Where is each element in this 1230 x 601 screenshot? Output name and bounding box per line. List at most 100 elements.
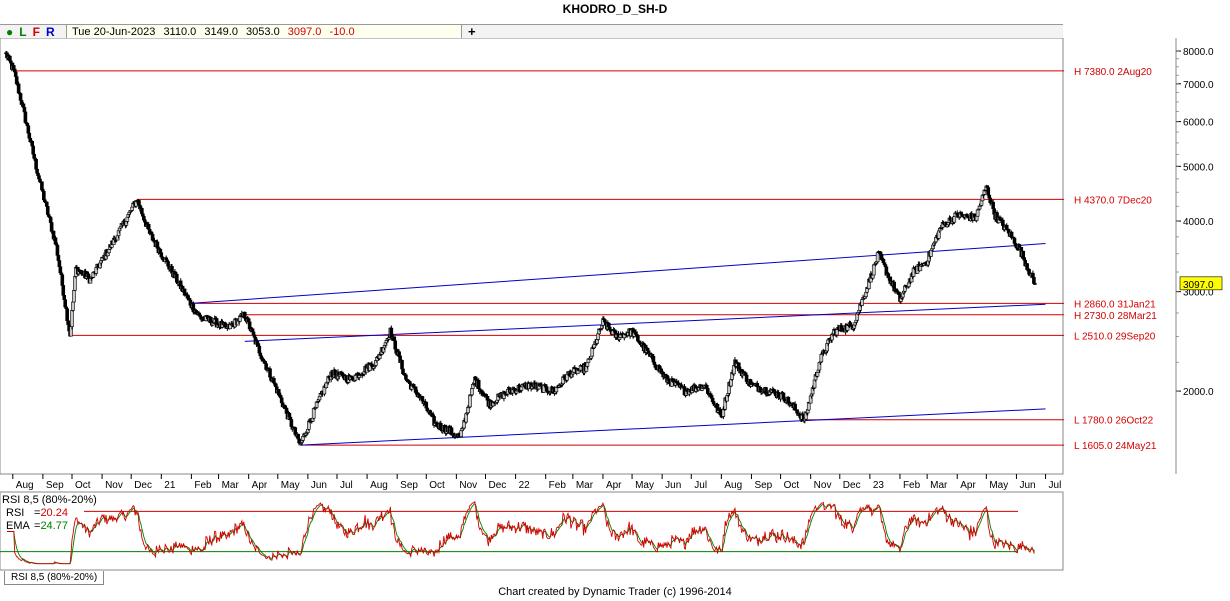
ema-value-row: EMA =24.77 bbox=[2, 520, 97, 533]
candle bbox=[468, 394, 472, 408]
time-tick-label: Dec bbox=[134, 480, 152, 491]
candle bbox=[860, 299, 864, 306]
horizontal-line-label: L 1780.0 26Oct22 bbox=[1074, 416, 1154, 427]
candle bbox=[58, 266, 63, 274]
bar-info-box: Tue 20-Jun-2023 3110.0 3149.0 3053.0 309… bbox=[66, 25, 462, 39]
time-tick-label: Dec bbox=[843, 480, 861, 491]
rsi-line bbox=[7, 500, 1035, 565]
chart-flags: ● L F R bbox=[6, 25, 61, 39]
candle bbox=[53, 237, 58, 245]
candle bbox=[485, 396, 490, 401]
candle bbox=[16, 83, 21, 94]
tab-rsi[interactable]: RSI 8,5 (80%-20%) bbox=[4, 571, 105, 585]
bar-close: 3097.0 bbox=[287, 26, 322, 38]
candle bbox=[8, 55, 12, 62]
time-tick-label: Jun bbox=[1019, 480, 1035, 491]
candles-layer bbox=[4, 50, 1037, 446]
time-tick-label: Apr bbox=[252, 480, 268, 491]
time-tick-label: Nov bbox=[459, 480, 477, 491]
candle bbox=[60, 274, 65, 286]
live-dot-icon: ● bbox=[6, 25, 14, 39]
candle bbox=[146, 224, 151, 230]
time-tick-label: Nov bbox=[105, 480, 123, 491]
rsi-title: RSI 8,5 (80%-20%) bbox=[2, 494, 97, 506]
candle bbox=[470, 388, 474, 396]
time-tick-label: Mar bbox=[222, 480, 240, 491]
time-tick-label: Oct bbox=[784, 480, 800, 491]
rsi-legend: RSI 8,5 (80%-20%) RSI =20.24 EMA =24.77 bbox=[2, 494, 97, 533]
candle bbox=[71, 301, 75, 311]
rsi-current-value: 20.24 bbox=[40, 507, 68, 519]
candle bbox=[459, 430, 464, 437]
time-tick-label: Jun bbox=[311, 480, 327, 491]
candle bbox=[43, 199, 47, 203]
candle bbox=[651, 356, 656, 363]
candle bbox=[40, 181, 44, 191]
time-tick-label: Sep bbox=[400, 480, 418, 491]
candle bbox=[974, 215, 979, 221]
price-pane-frame bbox=[0, 38, 1064, 475]
last-price-label: 3097.0 bbox=[1183, 280, 1214, 291]
candle bbox=[324, 382, 329, 388]
candle bbox=[871, 264, 876, 276]
time-tick-label: Dec bbox=[488, 480, 506, 491]
candle bbox=[424, 401, 429, 409]
flag-r-button[interactable]: R bbox=[45, 25, 55, 39]
candle bbox=[62, 294, 67, 300]
time-tick-label: Aug bbox=[724, 480, 742, 491]
candle bbox=[1025, 263, 1029, 270]
time-tick-label: Sep bbox=[754, 480, 772, 491]
chart-canvas[interactable]: H 7380.0 2Aug20 H 4370.0 7Dec20 H 2860.0 3… bbox=[0, 38, 1230, 586]
horizontal-line-label: H 2860.0 31Jan21 bbox=[1074, 299, 1156, 310]
price-tick-label: 4000.0 bbox=[1183, 217, 1214, 228]
candle bbox=[264, 363, 268, 370]
candle bbox=[592, 344, 597, 349]
time-tick-label: Mar bbox=[576, 480, 594, 491]
time-tick-label: May bbox=[989, 480, 1008, 491]
candle bbox=[952, 216, 957, 223]
flag-l-button[interactable]: L bbox=[19, 25, 27, 39]
candle bbox=[142, 215, 146, 221]
time-tick-label: Mar bbox=[930, 480, 948, 491]
horizontal-line-label: H 7380.0 2Aug20 bbox=[1074, 67, 1152, 78]
time-tick-label: Aug bbox=[370, 480, 388, 491]
bar-high: 3149.0 bbox=[204, 26, 238, 38]
rsi-value-row: RSI =20.24 bbox=[2, 507, 97, 520]
candle bbox=[31, 145, 35, 155]
candle bbox=[870, 274, 875, 279]
time-tick-label: Nov bbox=[814, 480, 832, 491]
candle bbox=[26, 125, 31, 134]
price-tick-label: 5000.0 bbox=[1183, 162, 1214, 173]
time-tick-label: May bbox=[635, 480, 654, 491]
time-tick-label: Jul bbox=[1049, 480, 1062, 491]
candle bbox=[439, 423, 443, 429]
rsi-layer bbox=[0, 500, 1036, 565]
candle bbox=[835, 329, 839, 336]
last-price-box bbox=[1179, 276, 1223, 291]
time-tick-label: Aug bbox=[16, 480, 34, 491]
candle bbox=[585, 362, 590, 367]
candle bbox=[1033, 283, 1037, 285]
candle bbox=[49, 222, 54, 232]
flag-f-button[interactable]: F bbox=[32, 25, 40, 39]
bar-date: Tue 20-Jun-2023 bbox=[72, 26, 156, 38]
candle bbox=[979, 200, 984, 206]
trendline bbox=[190, 243, 1046, 304]
time-tick-label: 23 bbox=[873, 480, 885, 491]
candle bbox=[311, 408, 316, 419]
bar-low: 3053.0 bbox=[246, 26, 280, 38]
add-symbol-button[interactable]: + bbox=[468, 24, 476, 39]
candle bbox=[906, 282, 911, 287]
price-axis: 8000.0 7000.0 6000.0 5000.0 4000.0 3000.0 2000… bbox=[1175, 38, 1223, 474]
bar-open: 3110.0 bbox=[163, 26, 197, 38]
trendlines-layer bbox=[190, 243, 1046, 446]
candle bbox=[617, 337, 622, 340]
candle bbox=[350, 376, 355, 381]
candle bbox=[975, 209, 980, 217]
time-tick-label: Jun bbox=[665, 480, 681, 491]
candle bbox=[986, 187, 991, 196]
price-tick-label: 6000.0 bbox=[1183, 118, 1214, 129]
candle bbox=[37, 175, 41, 180]
time-tick-label: Feb bbox=[194, 480, 212, 491]
candle bbox=[18, 93, 23, 101]
